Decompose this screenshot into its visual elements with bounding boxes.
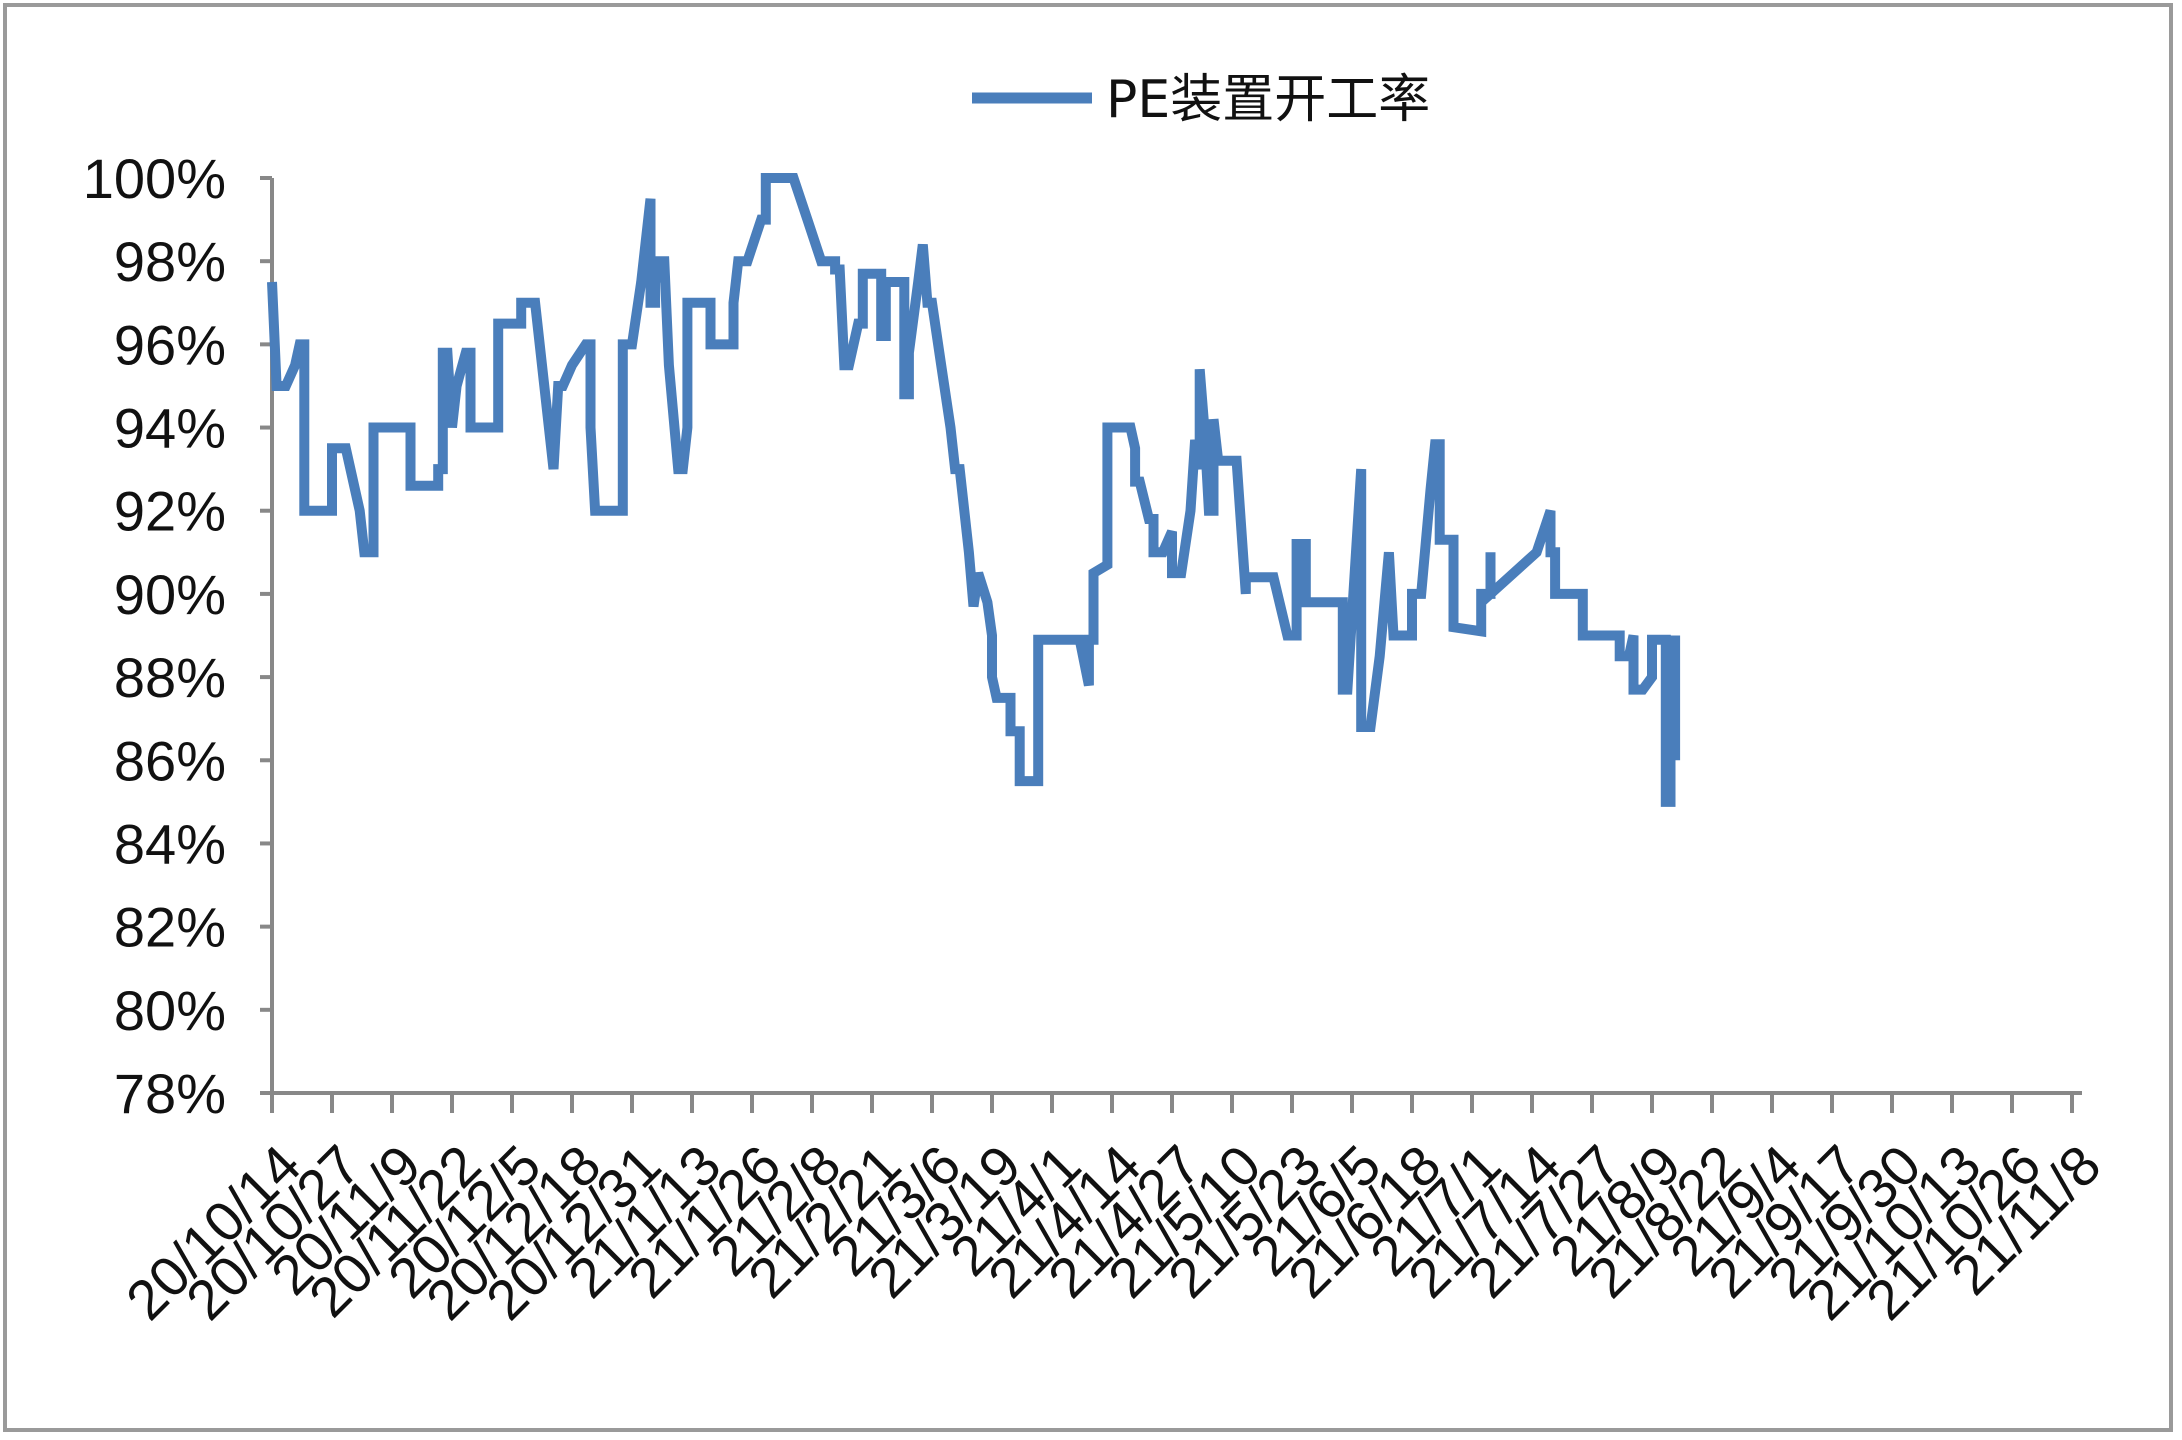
- y-tick-label: 80%: [114, 979, 226, 1042]
- chart-frame: [3, 3, 2173, 1432]
- y-tick-label: 82%: [114, 896, 226, 959]
- x-axis-labels: 20/10/1420/10/2720/11/920/11/2220/12/520…: [114, 1133, 2113, 1332]
- y-tick-label: 98%: [114, 230, 226, 293]
- legend: PE装置开工率: [972, 70, 1430, 130]
- legend-label: PE装置开工率: [1106, 70, 1430, 130]
- y-tick-label: 84%: [114, 812, 226, 875]
- y-tick-label: 86%: [114, 729, 226, 792]
- y-tick-label: 78%: [114, 1062, 226, 1125]
- y-tick-label: 90%: [114, 563, 226, 626]
- y-tick-label: 92%: [114, 480, 226, 543]
- y-tick-label: 88%: [114, 646, 226, 709]
- y-tick-label: 96%: [114, 313, 226, 376]
- plot-area: [267, 173, 1681, 807]
- y-axis-labels: 78% 80% 82% 84% 86% 88% 90% 92% 94% 96% 98% 100%: [83, 147, 226, 1125]
- y-tick-label: 94%: [114, 397, 226, 460]
- series-line-pe: [267, 173, 1681, 807]
- y-tick-label: 100%: [83, 147, 226, 210]
